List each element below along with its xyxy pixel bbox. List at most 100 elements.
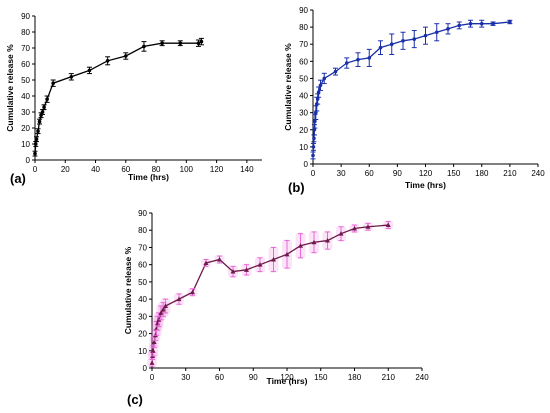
data-point bbox=[284, 251, 290, 257]
data-point bbox=[356, 57, 360, 62]
data-point bbox=[423, 33, 428, 38]
data-point bbox=[149, 360, 155, 365]
x-tick-label: 210 bbox=[382, 373, 396, 382]
y-tick-label: 20 bbox=[21, 124, 30, 133]
y-tick-label: 70 bbox=[299, 40, 308, 49]
data-point bbox=[344, 61, 349, 65]
x-tick-label: 0 bbox=[33, 165, 38, 174]
y-tick-label: 30 bbox=[299, 109, 308, 118]
data-point bbox=[468, 21, 473, 26]
x-axis-label: Time (hrs) bbox=[267, 376, 308, 386]
x-tick-label: 30 bbox=[181, 373, 190, 382]
data-point bbox=[160, 41, 164, 45]
data-point bbox=[124, 54, 128, 58]
y-tick-label: 50 bbox=[299, 74, 308, 83]
data-point bbox=[378, 45, 383, 50]
data-point bbox=[318, 83, 323, 88]
panel-label: (c) bbox=[127, 392, 143, 407]
x-tick-label: 20 bbox=[61, 165, 70, 174]
data-point bbox=[40, 110, 45, 114]
data-point bbox=[42, 105, 46, 109]
x-tick-label: 180 bbox=[475, 169, 489, 178]
data-point bbox=[367, 56, 372, 60]
data-point bbox=[33, 142, 38, 146]
y-tick-label: 90 bbox=[21, 12, 30, 21]
x-tick-label: 150 bbox=[314, 373, 328, 382]
y-tick-label: 50 bbox=[138, 278, 147, 287]
y-tick-label: 10 bbox=[138, 347, 147, 356]
data-point bbox=[199, 39, 204, 44]
data-point bbox=[69, 75, 74, 79]
data-point bbox=[257, 262, 263, 267]
data-point bbox=[312, 136, 316, 141]
data-point bbox=[314, 110, 318, 115]
y-axis-label: Cumulative release % bbox=[123, 246, 133, 334]
y-tick-label: 40 bbox=[299, 92, 308, 101]
x-tick-label: 60 bbox=[365, 169, 374, 178]
x-tick-label: 240 bbox=[415, 373, 429, 382]
data-point bbox=[190, 289, 195, 295]
y-tick-label: 0 bbox=[143, 364, 148, 373]
x-tick-label: 80 bbox=[152, 165, 161, 174]
data-point bbox=[271, 257, 276, 262]
data-point bbox=[325, 238, 330, 243]
data-point bbox=[45, 97, 49, 101]
data-point bbox=[457, 23, 462, 28]
y-tick-label: 30 bbox=[138, 312, 147, 321]
series-line bbox=[312, 21, 510, 156]
panel-label: (a) bbox=[10, 171, 26, 186]
y-axis-label: Cumulative release % bbox=[5, 44, 15, 132]
data-point bbox=[36, 129, 40, 133]
data-point bbox=[34, 137, 39, 141]
y-tick-label: 60 bbox=[138, 261, 147, 270]
data-point bbox=[298, 243, 303, 248]
data-point bbox=[365, 224, 371, 229]
x-tick-label: 210 bbox=[503, 169, 517, 178]
x-tick-label: 90 bbox=[393, 169, 402, 178]
x-axis-label: Time (hrs) bbox=[128, 172, 169, 182]
y-tick-label: 60 bbox=[299, 57, 308, 66]
y-tick-label: 70 bbox=[21, 44, 30, 53]
x-tick-label: 120 bbox=[280, 373, 294, 382]
y-tick-label: 80 bbox=[299, 23, 308, 32]
x-tick-label: 180 bbox=[348, 373, 362, 382]
y-tick-label: 0 bbox=[26, 156, 31, 165]
y-tick-label: 40 bbox=[138, 295, 147, 304]
y-tick-label: 90 bbox=[299, 6, 308, 15]
data-point bbox=[244, 267, 249, 272]
chart-panel-a: 0 10 20 30 40 50 60 70 80 90 0 20 40 60 80 100 120 140 Tim… bbox=[5, 12, 262, 186]
y-axis-label: Cumulative release % bbox=[283, 43, 293, 131]
data-point bbox=[230, 269, 236, 274]
data-point bbox=[163, 303, 168, 308]
data-point bbox=[313, 119, 317, 124]
x-tick-label: 60 bbox=[215, 373, 224, 382]
x-tick-label: 120 bbox=[210, 165, 224, 174]
series-line bbox=[34, 41, 202, 154]
data-point bbox=[322, 76, 327, 81]
x-tick-label: 100 bbox=[180, 165, 194, 174]
data-point bbox=[385, 222, 391, 228]
x-tick-label: 240 bbox=[531, 169, 545, 178]
data-point bbox=[203, 260, 209, 265]
data-point bbox=[401, 39, 405, 43]
data-point bbox=[150, 348, 156, 353]
data-point bbox=[151, 339, 157, 345]
data-point bbox=[176, 296, 182, 302]
data-point bbox=[316, 90, 321, 94]
data-point bbox=[158, 310, 164, 315]
data-point bbox=[491, 21, 495, 26]
data-point bbox=[105, 59, 110, 63]
data-point bbox=[311, 239, 317, 245]
x-tick-label: 140 bbox=[240, 165, 254, 174]
x-tick-label: 90 bbox=[249, 373, 258, 382]
data-point bbox=[434, 30, 439, 35]
y-tick-label: 20 bbox=[138, 330, 147, 339]
x-tick-label: 120 bbox=[419, 169, 433, 178]
chart-panel-b: 0 10 20 30 40 50 60 70 80 90 0 30 60 90 120 150 180 210 24… bbox=[283, 6, 545, 195]
y-tick-label: 20 bbox=[299, 126, 308, 135]
y-tick-label: 10 bbox=[21, 140, 30, 149]
data-point bbox=[51, 81, 55, 85]
data-point bbox=[333, 69, 338, 74]
data-point bbox=[315, 97, 320, 101]
